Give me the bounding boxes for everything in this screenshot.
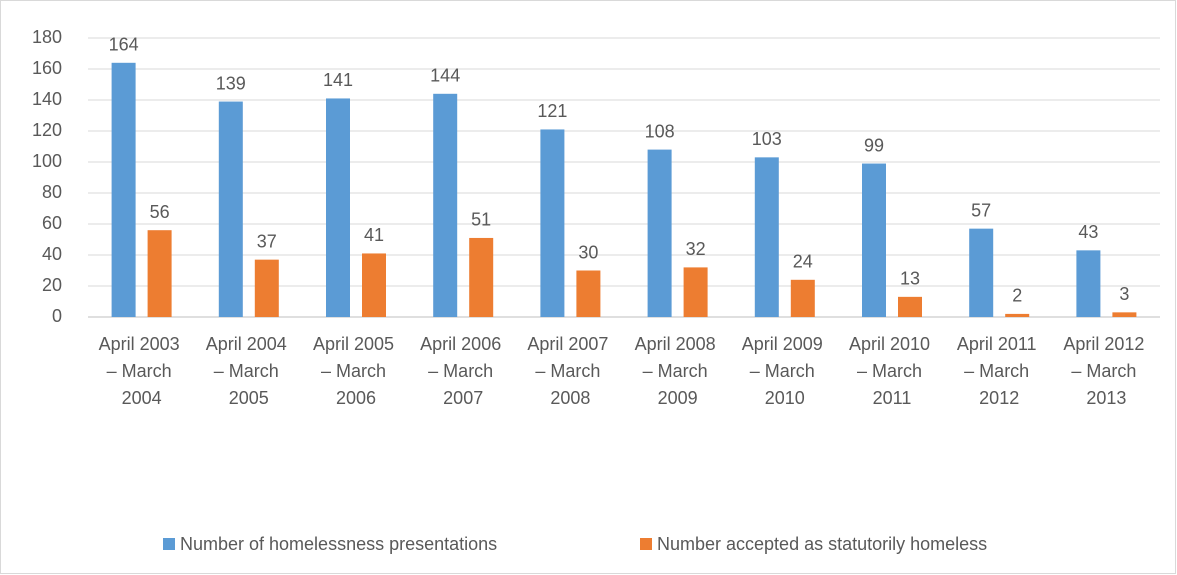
data-label: 43 bbox=[1078, 222, 1098, 242]
bar bbox=[362, 253, 386, 317]
y-tick-label: 0 bbox=[52, 306, 62, 326]
data-label: 108 bbox=[645, 121, 675, 141]
bar bbox=[540, 129, 565, 317]
legend-label: Number of homelessness presentations bbox=[180, 534, 497, 554]
y-tick-label: 100 bbox=[32, 151, 62, 171]
bar bbox=[969, 228, 994, 317]
x-tick-label: April 2010 – March 2011 bbox=[849, 334, 935, 408]
bar bbox=[1112, 312, 1137, 317]
x-tick-label: April 2011 – March 2012 bbox=[957, 334, 1042, 408]
bar bbox=[790, 279, 815, 317]
bar bbox=[111, 62, 136, 317]
legend-swatch bbox=[640, 538, 652, 550]
data-label: 121 bbox=[537, 101, 567, 121]
bar bbox=[218, 101, 243, 317]
data-label: 3 bbox=[1119, 284, 1129, 304]
x-tick-label: April 2005 – March 2006 bbox=[313, 334, 399, 408]
bar bbox=[254, 259, 279, 317]
bar bbox=[683, 267, 708, 317]
x-tick-label: April 2008 – March 2009 bbox=[635, 334, 721, 408]
x-tick-label: April 2004 – March 2005 bbox=[206, 334, 292, 408]
bar bbox=[647, 149, 672, 317]
legend-label: Number accepted as statutorily homeless bbox=[657, 534, 987, 554]
data-label: 139 bbox=[216, 73, 246, 93]
data-label: 51 bbox=[471, 210, 491, 230]
bar bbox=[1076, 250, 1101, 317]
legend-swatch bbox=[163, 538, 175, 550]
y-tick-label: 60 bbox=[42, 213, 62, 233]
data-label: 30 bbox=[578, 242, 598, 262]
y-tick-label: 20 bbox=[42, 275, 62, 295]
y-tick-label: 120 bbox=[32, 120, 62, 140]
x-tick-label: April 2009 – March 2010 bbox=[742, 334, 828, 408]
bar bbox=[326, 98, 350, 317]
bar bbox=[147, 230, 172, 317]
bar bbox=[862, 163, 886, 317]
y-tick-label: 180 bbox=[32, 27, 62, 47]
bar bbox=[469, 237, 494, 317]
bar bbox=[433, 93, 458, 317]
data-label: 57 bbox=[971, 200, 991, 220]
data-label: 164 bbox=[109, 35, 139, 55]
data-label: 103 bbox=[752, 129, 782, 149]
data-label: 24 bbox=[793, 252, 813, 272]
bar bbox=[754, 157, 779, 317]
data-label: 99 bbox=[864, 135, 884, 155]
bar bbox=[898, 296, 922, 317]
y-tick-label: 140 bbox=[32, 89, 62, 109]
x-tick-label: April 2003 – March 2004 bbox=[99, 334, 185, 408]
y-tick-label: 40 bbox=[42, 244, 62, 264]
bar bbox=[576, 270, 601, 317]
y-tick-label: 80 bbox=[42, 182, 62, 202]
bar bbox=[1005, 313, 1030, 317]
data-label: 2 bbox=[1012, 286, 1022, 306]
x-tick-label: April 2007 – March 2008 bbox=[527, 334, 613, 408]
data-label: 41 bbox=[364, 225, 384, 245]
x-tick-label: April 2006 – March 2007 bbox=[420, 334, 506, 408]
data-label: 32 bbox=[686, 239, 706, 259]
data-label: 13 bbox=[900, 269, 920, 289]
y-tick-label: 160 bbox=[32, 58, 62, 78]
data-label: 144 bbox=[430, 66, 460, 86]
data-label: 141 bbox=[323, 70, 353, 90]
data-label: 37 bbox=[257, 231, 277, 251]
x-tick-label: April 2012 – March 2013 bbox=[1063, 334, 1149, 408]
data-label: 56 bbox=[150, 202, 170, 222]
